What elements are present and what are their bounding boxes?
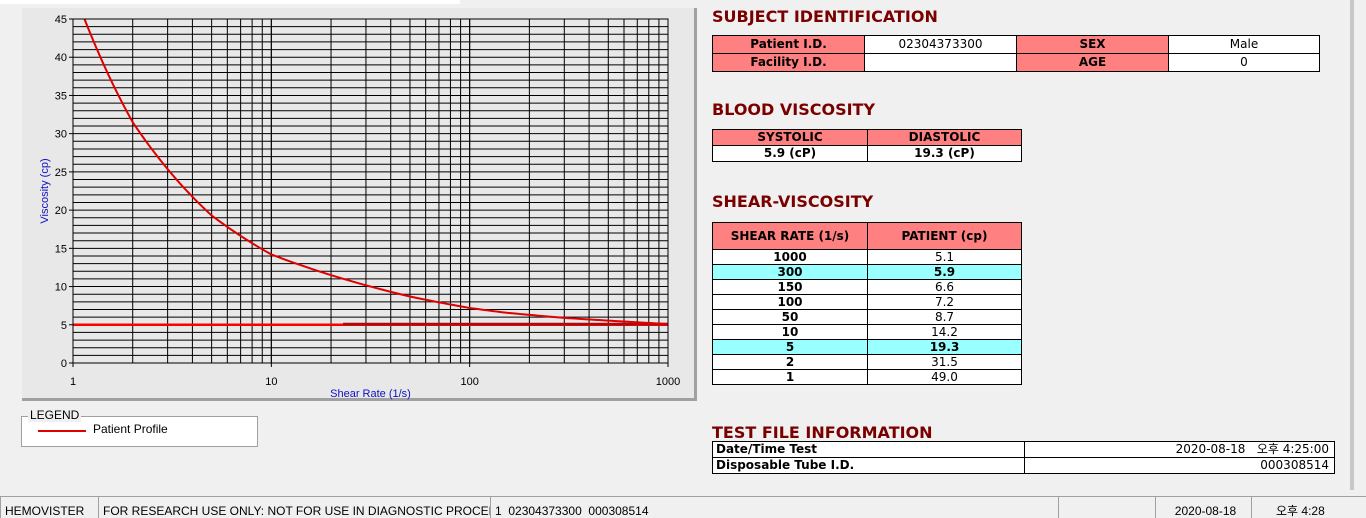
status-record: 1 02304373300 000308514 (490, 496, 1058, 518)
y-tick-label: 0 (61, 358, 67, 370)
patient-cell: 6.6 (867, 279, 1022, 295)
shear-row: 2 31.5 (712, 354, 1022, 370)
shear-table: SHEAR RATE (1/s) PATIENT (cp) 1000 5.1 300 5… (712, 222, 1022, 385)
status-app: HEMOVISTER (0, 496, 98, 518)
y-tick-label: 20 (55, 205, 67, 217)
age-label: AGE (1016, 53, 1169, 72)
status-notice: FOR RESEARCH USE ONLY: NOT FOR USE IN DI… (98, 496, 490, 518)
patient-id-label: Patient I.D. (712, 35, 865, 54)
y-tick-label: 15 (55, 243, 67, 255)
viscosity-chart: 0 5 10 15 20 25 30 35 40 45 1 10 100 1000 Shear Rate (… (39, 14, 680, 400)
shear-row: 100 7.2 (712, 294, 1022, 310)
patient-cell: 5.9 (867, 264, 1022, 280)
tube-value: 000308514 (1024, 457, 1335, 474)
x-tick-label: 1000 (656, 376, 680, 388)
systolic-value: 5.9 (cP) (712, 145, 868, 162)
sex-value: Male (1168, 35, 1320, 54)
shear-row: 150 6.6 (712, 279, 1022, 295)
y-tick-label: 35 (55, 90, 67, 102)
age-value: 0 (1168, 53, 1320, 72)
patient-cell: 14.2 (867, 324, 1022, 340)
legend-swatch (38, 430, 86, 432)
shear-rate-cell: 1000 (712, 249, 868, 265)
patient-cell: 5.1 (867, 249, 1022, 265)
x-axis-label: Shear Rate (1/s) (330, 388, 411, 400)
shear-rate-cell: 300 (712, 264, 868, 280)
patient-cell: 8.7 (867, 309, 1022, 325)
blood-title: BLOOD VISCOSITY (712, 100, 876, 119)
testfile-title: TEST FILE INFORMATION (712, 423, 933, 442)
patient-cell: 49.0 (867, 369, 1022, 385)
shear-row: 300 5.9 (712, 264, 1022, 280)
y-tick-label: 5 (61, 320, 67, 332)
patient-cell: 7.2 (867, 294, 1022, 310)
shear-rate-cell: 1 (712, 369, 868, 385)
plot-border (72, 18, 669, 364)
date-value: 2020-08-18 오후 4:25:00 (1024, 441, 1335, 458)
shear-row: 5 19.3 (712, 339, 1022, 355)
status-empty (1058, 496, 1155, 518)
status-bar: HEMOVISTER FOR RESEARCH USE ONLY: NOT FO… (0, 496, 1366, 518)
date-label: Date/Time Test (712, 441, 1025, 458)
shear-rate-cell: 100 (712, 294, 868, 310)
top-strip (0, 0, 460, 4)
diastolic-value: 19.3 (cP) (867, 145, 1022, 162)
x-tick-label: 1 (70, 376, 76, 388)
shear-rate-cell: 50 (712, 309, 868, 325)
x-tick-label: 100 (460, 376, 478, 388)
patient-cell: 19.3 (867, 339, 1022, 355)
shear-row: 50 8.7 (712, 309, 1022, 325)
shear-title: SHEAR-VISCOSITY (712, 192, 874, 211)
y-tick-label: 25 (55, 167, 67, 179)
plot-area (73, 19, 668, 363)
y-tick-label: 10 (55, 282, 67, 294)
y-tick-label: 30 (55, 129, 67, 141)
shear-rate-cell: 150 (712, 279, 868, 295)
subject-table: Patient I.D. 02304373300 SEX Male Facility … (712, 35, 1320, 72)
patient-cell: 31.5 (867, 354, 1022, 370)
subject-title: SUBJECT IDENTIFICATION (712, 7, 938, 26)
systolic-label: SYSTOLIC (712, 129, 868, 146)
patient-id-value: 02304373300 (864, 35, 1017, 54)
status-date: 2020-08-18 (1155, 496, 1251, 518)
status-time: 오후 4:28 (1251, 496, 1366, 518)
sex-label: SEX (1016, 35, 1169, 54)
shear-row: 10 14.2 (712, 324, 1022, 340)
patient-header: PATIENT (cp) (867, 222, 1022, 250)
blood-table: SYSTOLIC DIASTOLIC 5.9 (cP) 19.3 (cP) (712, 129, 1022, 162)
tube-label: Disposable Tube I.D. (712, 457, 1025, 474)
legend-label: Patient Profile (93, 422, 168, 436)
shear-row: 1 49.0 (712, 369, 1022, 385)
shear-rate-cell: 2 (712, 354, 868, 370)
facility-label: Facility I.D. (712, 53, 865, 72)
y-tick-label: 45 (55, 14, 67, 26)
shear-rate-header: SHEAR RATE (1/s) (712, 222, 868, 250)
y-tick-label: 40 (55, 52, 67, 64)
shear-rate-cell: 5 (712, 339, 868, 355)
shear-row: 1000 5.1 (712, 249, 1022, 265)
x-tick-label: 10 (265, 376, 277, 388)
y-axis-label: Viscosity (cp) (39, 158, 51, 223)
diastolic-label: DIASTOLIC (867, 129, 1022, 146)
vertical-scrollbar[interactable] (1350, 0, 1354, 490)
shear-rate-cell: 10 (712, 324, 868, 340)
legend-title: LEGEND (28, 408, 82, 422)
testfile-table: Date/Time Test 2020-08-18 오후 4:25:00 Disp… (712, 441, 1335, 474)
facility-value (864, 53, 1017, 72)
